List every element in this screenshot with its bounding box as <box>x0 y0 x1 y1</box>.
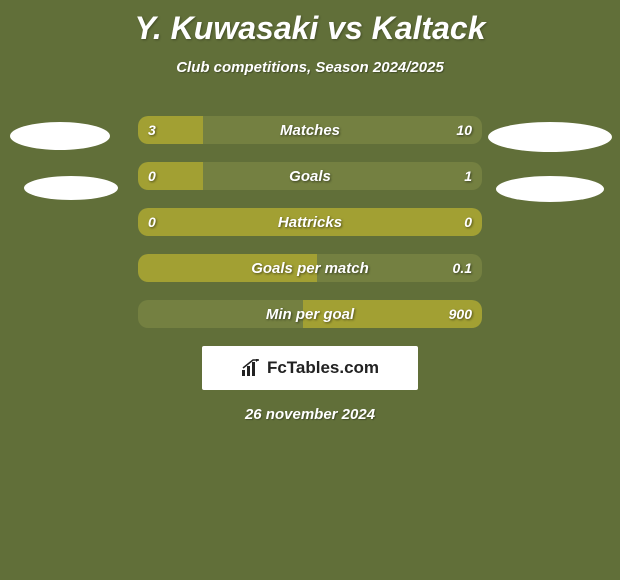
comparison-bars: 310Matches 01Goals 00Hattricks 0.1Goals per… <box>138 116 482 328</box>
stat-label: Goals <box>138 162 482 190</box>
stat-bar: 01Goals <box>138 162 482 190</box>
logo-text: FcTables.com <box>267 358 379 378</box>
stat-bar: 900Min per goal <box>138 300 482 328</box>
stat-label: Min per goal <box>138 300 482 328</box>
stat-bar: 0.1Goals per match <box>138 254 482 282</box>
stat-label: Matches <box>138 116 482 144</box>
avatar-ellipse <box>10 122 110 150</box>
avatar-ellipse <box>488 122 612 152</box>
bar-chart-icon <box>241 359 261 377</box>
stat-bar: 310Matches <box>138 116 482 144</box>
avatar-ellipse <box>496 176 604 202</box>
logo-box: FcTables.com <box>202 346 418 390</box>
subtitle: Club competitions, Season 2024/2025 <box>0 59 620 76</box>
avatar-ellipse <box>24 176 118 200</box>
date-text: 26 november 2024 <box>0 406 620 423</box>
stat-bar: 00Hattricks <box>138 208 482 236</box>
page-title: Y. Kuwasaki vs Kaltack <box>0 0 620 47</box>
stat-label: Hattricks <box>138 208 482 236</box>
stat-label: Goals per match <box>138 254 482 282</box>
